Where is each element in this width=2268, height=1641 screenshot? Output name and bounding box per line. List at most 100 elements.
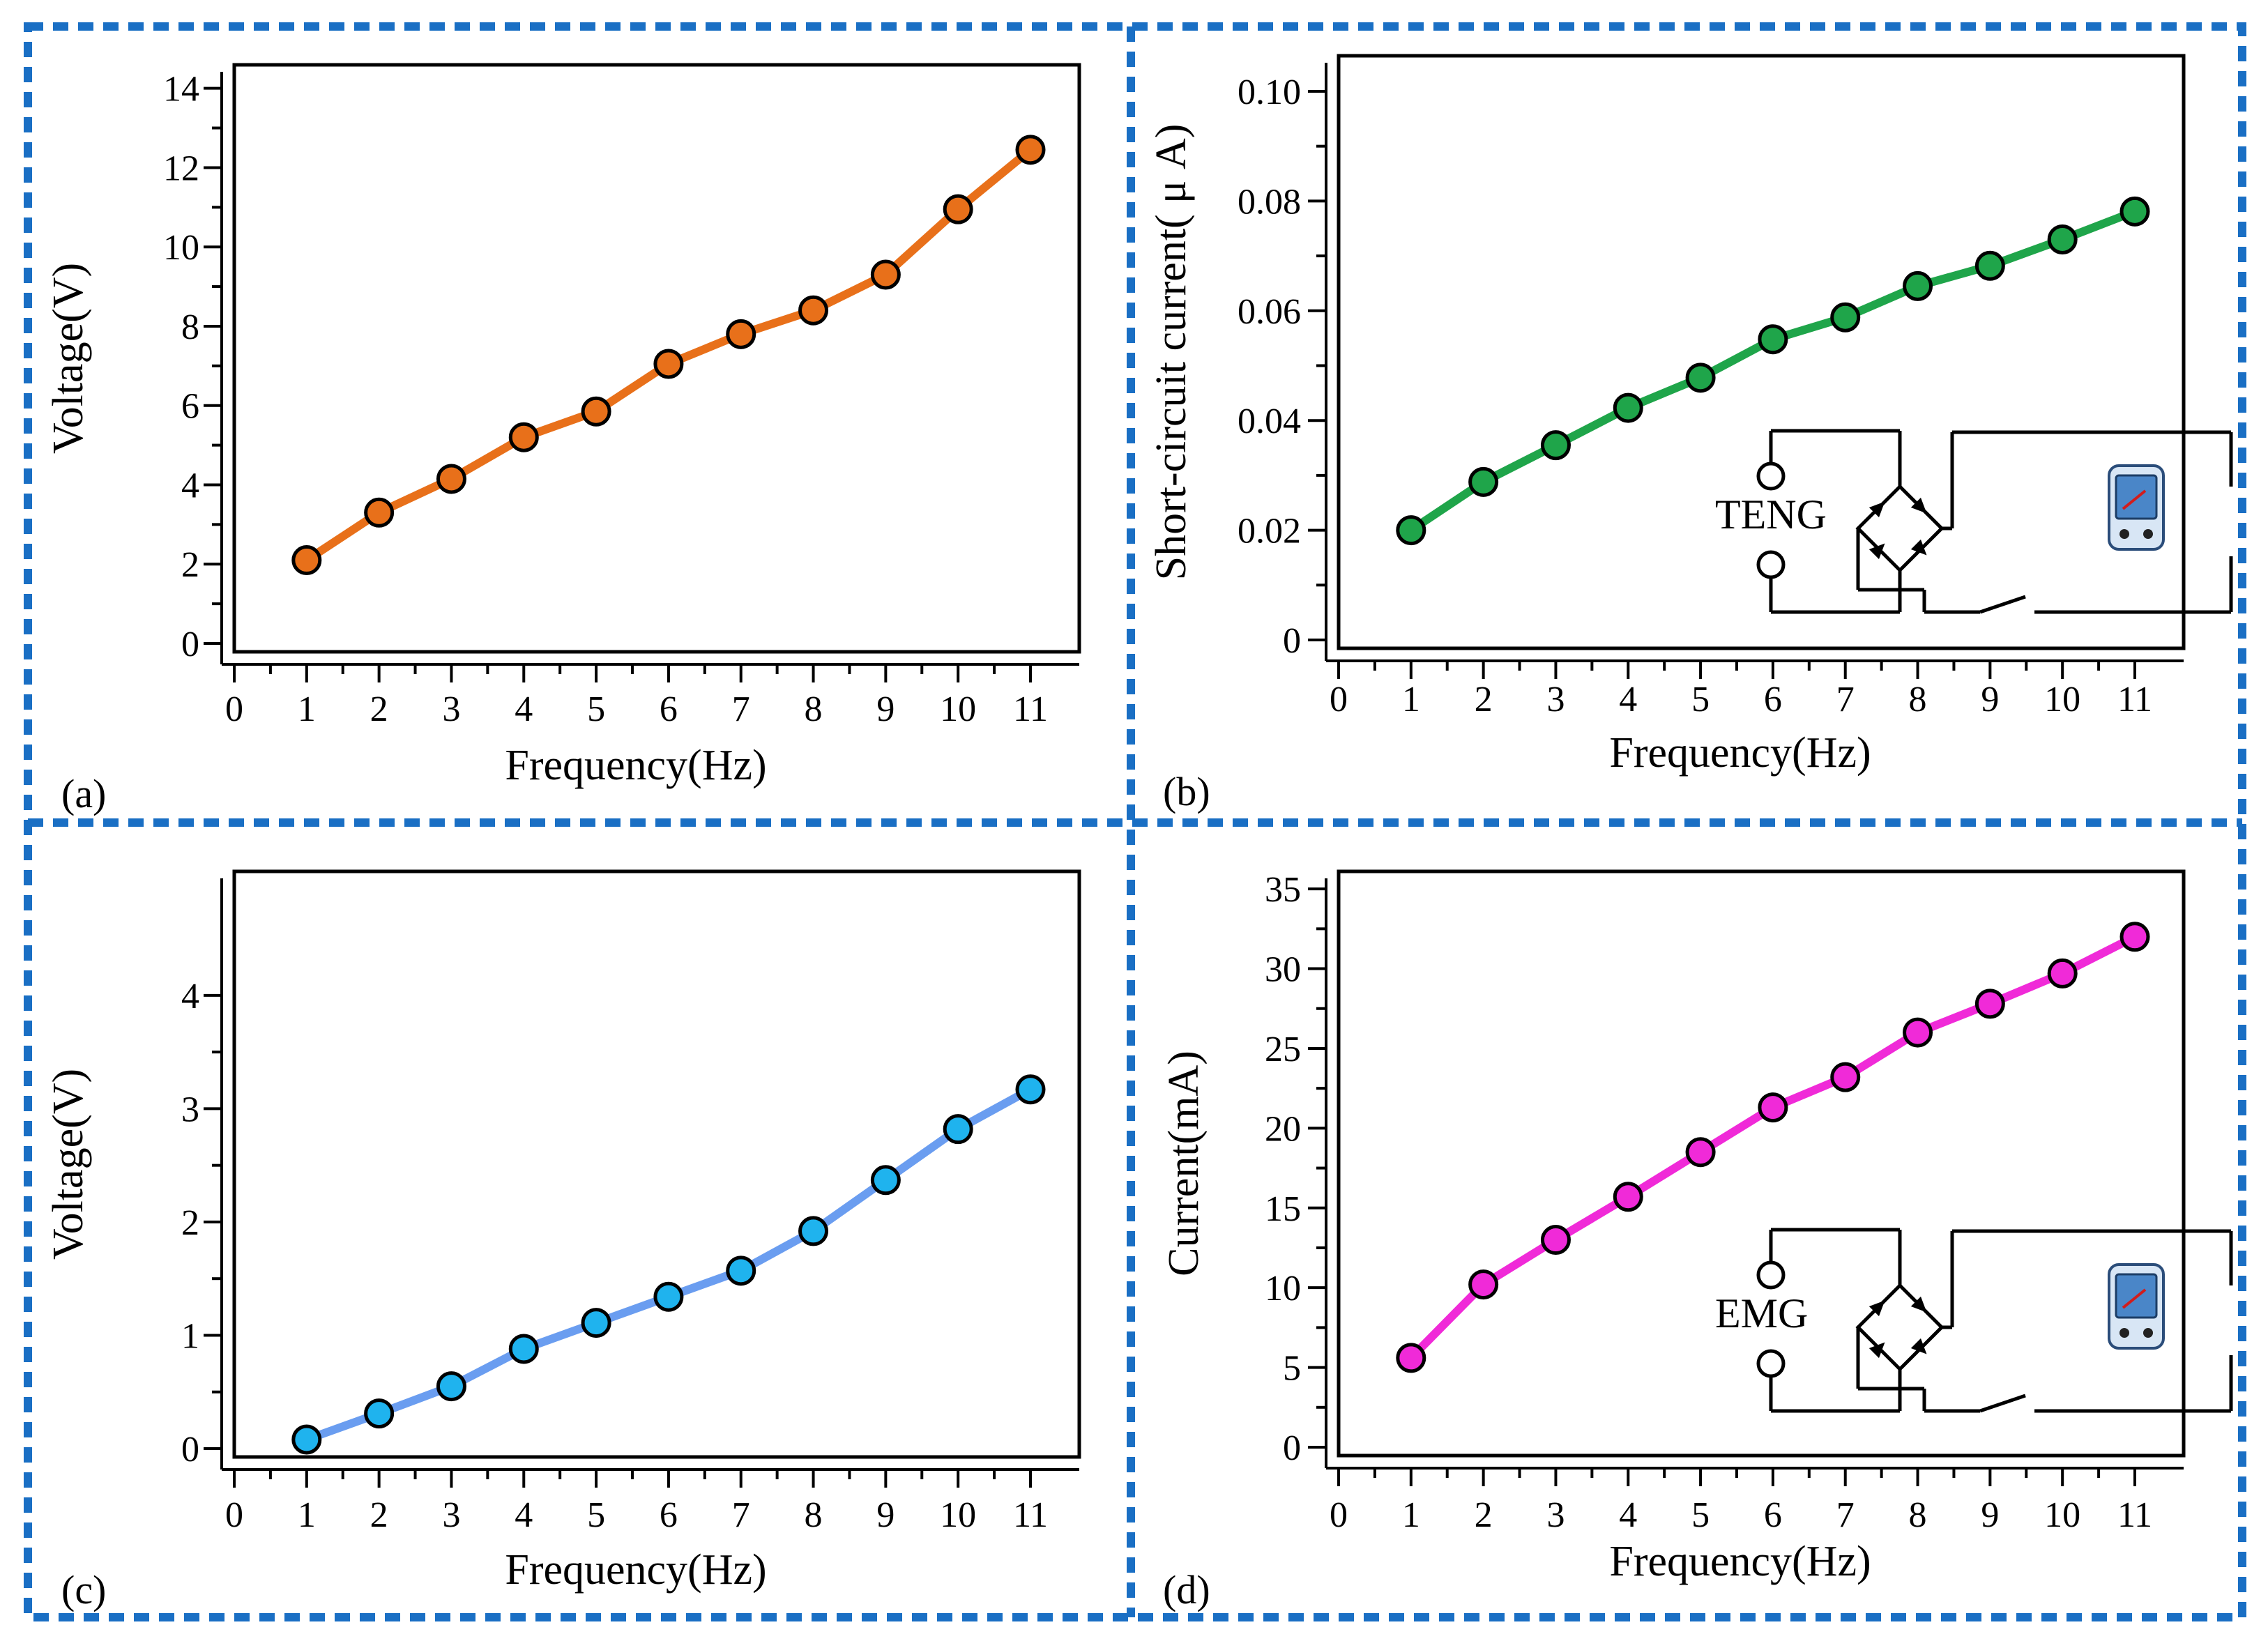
- y-tick-label: 3: [181, 1090, 199, 1129]
- panel-label: (d): [1163, 1567, 1210, 1612]
- data-point: [1903, 1017, 1933, 1048]
- y-tick-label: 0.04: [1238, 402, 1301, 441]
- data-point: [798, 295, 829, 326]
- diode-symbol: [1869, 543, 1885, 560]
- data-point: [1974, 250, 2005, 281]
- x-tick-label: 4: [1619, 680, 1637, 719]
- data-point: [2047, 958, 2078, 989]
- terminal-top: [1756, 461, 1786, 491]
- x-tick-label: 4: [515, 689, 533, 729]
- data-point: [726, 319, 756, 349]
- y-axis-title: Short-circuit current( μ A): [1148, 124, 1195, 581]
- panel-label: (a): [61, 771, 106, 816]
- switch: [1979, 595, 2026, 614]
- x-tick-label: 5: [587, 1495, 605, 1535]
- diode-symbol: [1910, 539, 1927, 556]
- data-point: [798, 1216, 829, 1246]
- data-point: [2119, 196, 2150, 227]
- x-tick-label: 1: [298, 1495, 316, 1535]
- y-tick-label: 8: [181, 307, 199, 347]
- y-tick-label: 0: [181, 1430, 199, 1470]
- x-tick-label: 2: [1475, 1495, 1493, 1535]
- data-point: [1468, 466, 1499, 497]
- terminal-top: [1756, 1260, 1786, 1290]
- x-axis-title: Frequency(Hz): [505, 742, 766, 789]
- data-point: [653, 349, 684, 379]
- x-tick-label: 10: [2044, 680, 2080, 719]
- x-tick-label: 5: [1691, 1495, 1710, 1535]
- data-point: [1468, 1269, 1499, 1300]
- y-tick-label: 0.02: [1238, 512, 1301, 551]
- y-tick-label: 0: [1283, 621, 1301, 661]
- x-tick-label: 2: [370, 1495, 388, 1535]
- data-point: [364, 1398, 395, 1429]
- data-point: [1015, 1074, 1046, 1105]
- x-tick-label: 0: [1330, 1495, 1348, 1535]
- inset-source-label: TENG: [1715, 491, 1827, 537]
- data-point: [581, 1308, 611, 1338]
- data-point: [581, 396, 611, 427]
- y-tick-label: 0: [1283, 1428, 1301, 1468]
- y-tick-label: 10: [163, 228, 199, 268]
- x-tick-label: 8: [805, 689, 823, 729]
- panel-d: 0 5 10 15 20 25 30 35 0 1 2 3 4 5 6 7 8 9 10 11 Frequency(Hz…: [1160, 869, 2186, 1612]
- data-point: [653, 1281, 684, 1312]
- inset-circuit-teng: TENG: [1715, 429, 2233, 614]
- plot-frame: [1337, 869, 2186, 1458]
- data-point: [1758, 324, 1788, 355]
- data-point: [508, 1334, 539, 1364]
- x-tick-label: 3: [442, 1495, 460, 1535]
- x-tick-label: 1: [1402, 680, 1420, 719]
- x-tick-label: 5: [1691, 680, 1710, 719]
- x-tick-label: 4: [515, 1495, 533, 1535]
- x-tick-label: 9: [1981, 1495, 1999, 1535]
- x-axis-title: Frequency(Hz): [1609, 729, 1871, 777]
- terminal-bottom: [1756, 1349, 1786, 1378]
- data-point: [508, 422, 539, 452]
- diode-symbol: [1910, 1296, 1927, 1313]
- inset-source-label: EMG: [1715, 1290, 1808, 1336]
- data-point: [291, 545, 322, 576]
- x-tick-label: 7: [1836, 1495, 1855, 1535]
- bridge-rectifier: [1855, 484, 1944, 573]
- plot-frame: [232, 63, 1081, 654]
- data-point: [870, 1165, 901, 1196]
- x-tick-label: 8: [1909, 680, 1927, 719]
- x-tick-label: 4: [1619, 1495, 1637, 1535]
- switch: [1979, 1394, 2026, 1413]
- x-tick-label: 2: [370, 689, 388, 729]
- y-tick-label: 4: [181, 466, 199, 505]
- y-tick-label: 2: [181, 1203, 199, 1243]
- x-tick-label: 11: [2117, 680, 2152, 719]
- y-tick-label: 0.06: [1238, 292, 1301, 332]
- terminal-bottom: [1756, 550, 1786, 579]
- data-point: [2047, 224, 2078, 254]
- data-point: [1830, 1062, 1861, 1092]
- y-axis-title: Current(mA): [1160, 1051, 1208, 1276]
- y-axis-title: Voltage(V): [45, 1069, 92, 1260]
- y-tick-label: 0.10: [1238, 72, 1301, 112]
- inset-circuit-emg: EMG: [1715, 1228, 2233, 1413]
- data-point: [291, 1424, 322, 1455]
- data-point: [943, 194, 973, 224]
- y-tick-label: 10: [1265, 1269, 1301, 1308]
- x-tick-label: 8: [1909, 1495, 1927, 1535]
- data-point: [1685, 1137, 1716, 1168]
- y-tick-label: 6: [181, 387, 199, 427]
- x-tick-label: 7: [732, 689, 750, 729]
- x-tick-label: 11: [1013, 689, 1048, 729]
- y-tick-label: 25: [1265, 1030, 1301, 1069]
- x-tick-label: 10: [940, 689, 976, 729]
- y-tick-label: 1: [181, 1316, 199, 1356]
- y-tick-label: 12: [163, 148, 199, 188]
- x-tick-label: 9: [876, 689, 895, 729]
- x-tick-label: 6: [1764, 680, 1782, 719]
- panel-label: (b): [1163, 769, 1210, 814]
- y-tick-label: 15: [1265, 1189, 1301, 1229]
- x-tick-label: 1: [1402, 1495, 1420, 1535]
- data-point: [1540, 1225, 1571, 1255]
- data-point: [364, 497, 395, 528]
- y-tick-label: 30: [1265, 950, 1301, 990]
